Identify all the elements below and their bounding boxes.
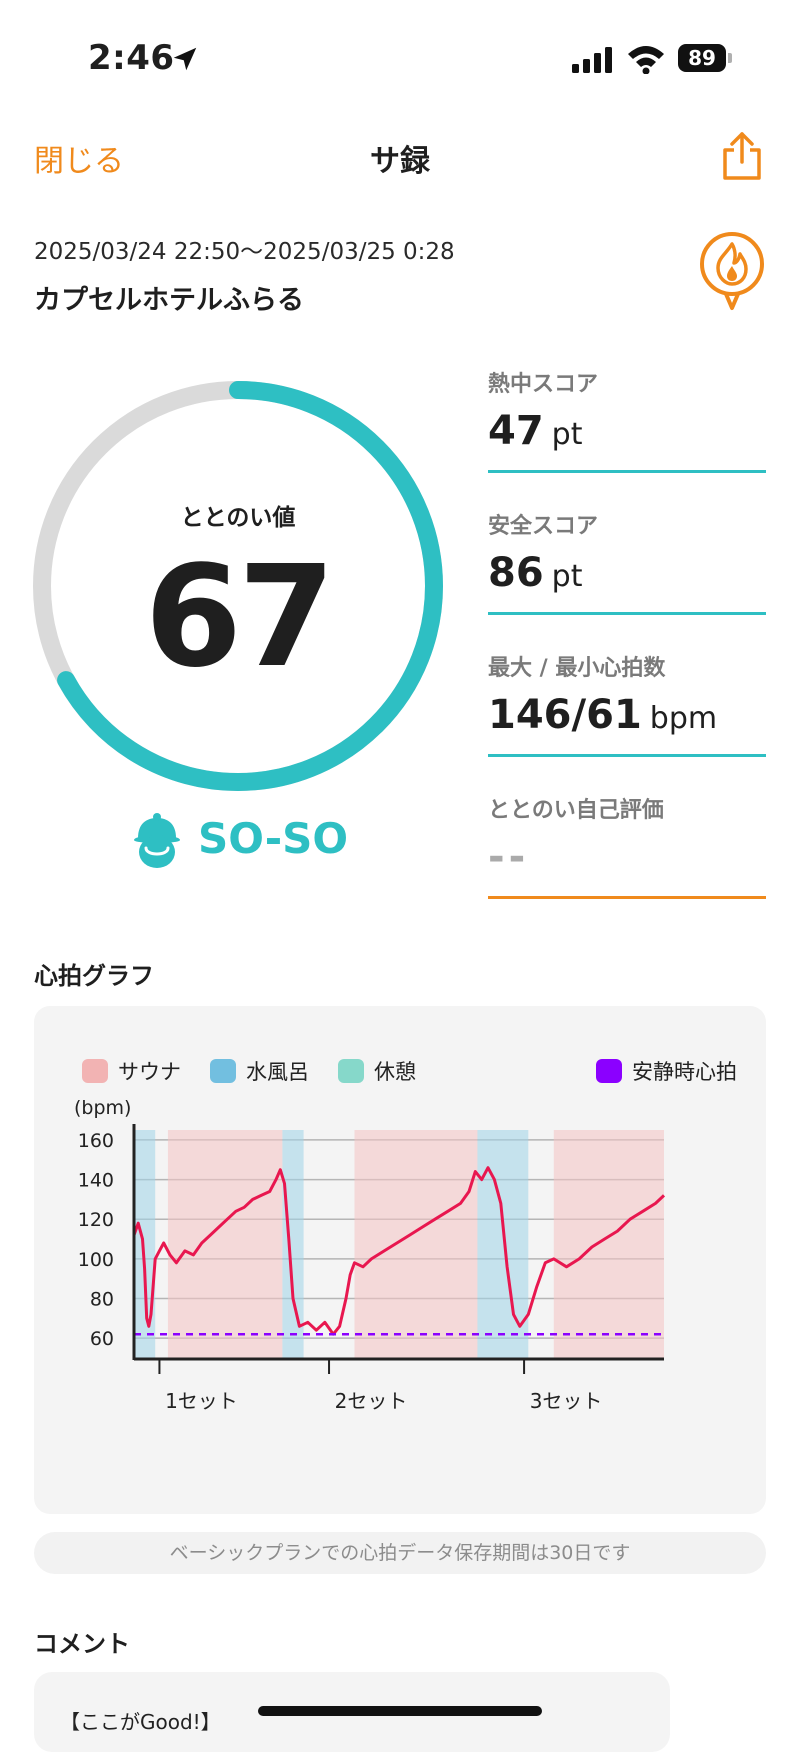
stat-value: 86 pt: [488, 550, 582, 596]
stat-underline: [488, 896, 766, 899]
stat-safety-score: 安全スコア 86 pt: [488, 508, 766, 618]
cellular-signal-icon: [572, 47, 612, 73]
legend-label: 水風呂: [246, 1060, 309, 1084]
gauge-value: 67: [144, 536, 336, 699]
heart-graph-title: 心拍グラフ: [34, 962, 154, 990]
stat-heart-rate: 最大 / 最小心拍数 146/61 bpm: [488, 650, 766, 760]
phase-sauna: [354, 1130, 478, 1358]
comment-title: コメント: [34, 1630, 130, 1658]
stat-number: 86: [488, 550, 544, 596]
stat-label: 熱中スコア: [488, 372, 599, 397]
share-icon[interactable]: [720, 130, 764, 182]
legend-rest: 休憩: [338, 1056, 416, 1086]
x-tick-label: 3セット: [530, 1389, 603, 1413]
y-tick-label: 80: [90, 1289, 114, 1311]
y-tick-label: 160: [78, 1130, 114, 1152]
stat-number: 47: [488, 408, 544, 454]
wifi-icon: [628, 46, 664, 74]
stat-label: 最大 / 最小心拍数: [488, 656, 666, 681]
stat-unit: pt: [551, 559, 583, 594]
home-indicator: [258, 1706, 542, 1716]
phase-cold-bath: [477, 1130, 529, 1358]
phase-sauna: [553, 1130, 664, 1358]
legend-swatch: [596, 1059, 622, 1083]
y-tick-label: 120: [78, 1209, 114, 1231]
stat-underline: [488, 754, 766, 757]
stat-unit: bpm: [649, 701, 718, 736]
gauge-progress-arc: [33, 381, 443, 791]
x-tick-label: 2セット: [335, 1389, 408, 1413]
facility-name[interactable]: カプセルホテルふらる: [34, 285, 304, 316]
stat-label: 安全スコア: [488, 514, 599, 539]
stat-underline: [488, 470, 766, 473]
session-date-range: 2025/03/24 22:50〜2025/03/25 0:28: [34, 239, 455, 265]
phase-cold-bath: [134, 1130, 156, 1358]
comment-text: 【ここがGood!】: [60, 1710, 221, 1734]
stat-value: 47 pt: [488, 408, 582, 454]
y-axis-unit: (bpm): [74, 1097, 131, 1119]
stat-label: ととのい自己評価: [488, 798, 664, 823]
gauge-label: ととのい値: [180, 505, 296, 531]
mascot-face-icon: [134, 813, 180, 868]
close-button[interactable]: 閉じる: [34, 144, 124, 179]
location-arrow-icon: [173, 47, 197, 71]
phase-cold-bath: [282, 1130, 304, 1358]
heart-rate-line: [132, 1166, 666, 1336]
stat-value: 146/61 bpm: [488, 692, 717, 738]
data-retention-note: ベーシックプランでの心拍データ保存期間は30日です: [34, 1532, 766, 1574]
sauna-flame-icon[interactable]: [696, 232, 768, 312]
status-time: 2:46: [88, 38, 175, 78]
stat-number: 146/61: [488, 692, 642, 738]
y-tick-label: 60: [90, 1328, 114, 1350]
legend-swatch: [82, 1059, 108, 1083]
legend-swatch: [210, 1059, 236, 1083]
heart-rate-chart: (bpm) 160 140 120 100 80 60 1セット 2セット 3セット: [74, 1097, 666, 1413]
y-tick-label: 100: [78, 1249, 114, 1271]
legend-cold-bath: 水風呂: [210, 1056, 309, 1086]
legend-resting-hr: 安静時心拍: [596, 1056, 737, 1086]
y-tick-label: 140: [78, 1170, 114, 1192]
battery-tip: [728, 53, 732, 63]
stat-underline: [488, 612, 766, 615]
stat-heat-score: 熱中スコア 47 pt: [488, 366, 766, 476]
legend-label: サウナ: [118, 1060, 181, 1084]
legend-label: 安静時心拍: [632, 1060, 737, 1084]
legend-sauna: サウナ: [82, 1056, 181, 1086]
stat-value: --: [488, 834, 530, 880]
totonoi-rating: SO-SO: [198, 814, 349, 863]
x-tick-label: 1セット: [165, 1389, 238, 1413]
phase-sauna: [167, 1130, 283, 1358]
totonoi-gauge: [33, 381, 443, 791]
battery-indicator: 89: [678, 44, 726, 72]
page-title: サ録: [370, 144, 430, 179]
stat-self-evaluation[interactable]: ととのい自己評価 --: [488, 792, 766, 902]
legend-label: 休憩: [374, 1060, 416, 1084]
stat-unit: pt: [551, 417, 583, 452]
legend-swatch: [338, 1059, 364, 1083]
